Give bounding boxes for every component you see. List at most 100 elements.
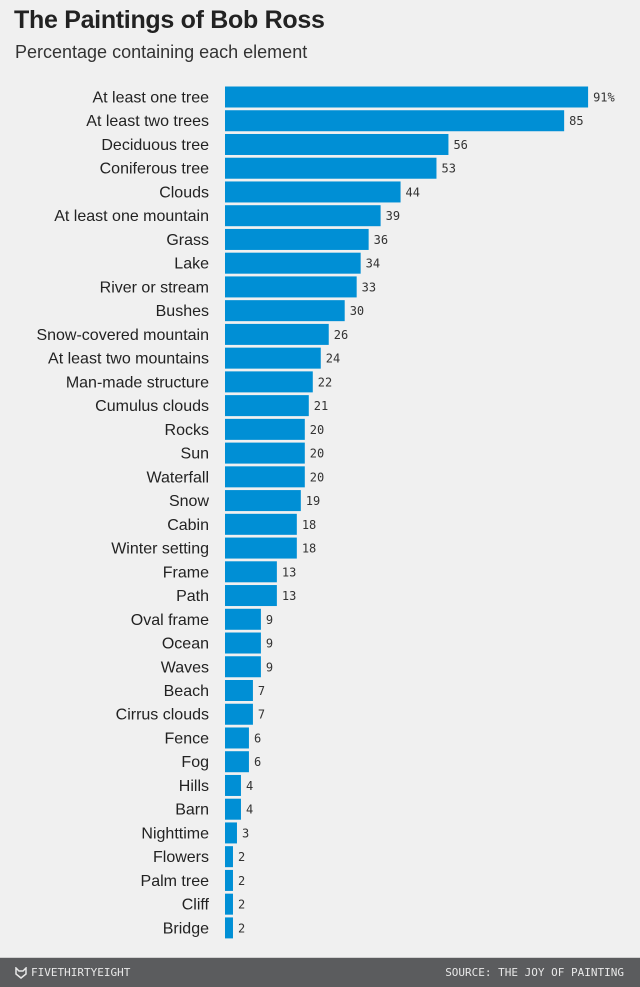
category-label: Grass — [166, 232, 209, 249]
value-label: 9 — [266, 660, 273, 674]
category-label: Palm tree — [141, 873, 210, 890]
value-label: 6 — [254, 731, 261, 745]
value-label: 9 — [266, 613, 273, 627]
bar — [225, 537, 297, 559]
bar — [225, 656, 261, 678]
bar-chart: At least one tree 91% At least two trees 85… — [36, 86, 616, 939]
bar — [225, 774, 241, 796]
bar — [225, 205, 381, 227]
bar — [225, 442, 305, 464]
footer: FIVETHIRTYEIGHT SOURCE: THE JOY OF PAINT… — [0, 957, 640, 987]
bar — [225, 276, 357, 298]
category-label: At least one tree — [92, 90, 209, 107]
bar — [225, 466, 305, 488]
category-label: Sun — [181, 446, 209, 463]
category-label: At least two trees — [86, 113, 209, 130]
value-label: 20 — [310, 470, 324, 484]
chart-title: The Paintings of Bob Ross — [14, 6, 325, 34]
value-label: 20 — [310, 447, 324, 461]
bar — [225, 869, 233, 891]
category-label: Fog — [181, 754, 209, 771]
value-label: 21 — [314, 399, 328, 413]
brand: FIVETHIRTYEIGHT — [15, 966, 130, 979]
bar — [225, 822, 237, 844]
bar — [225, 513, 297, 535]
category-label: Snow-covered mountain — [36, 327, 209, 344]
category-label: Waterfall — [146, 469, 209, 486]
category-label: At least two mountains — [48, 351, 209, 368]
category-label: Man-made structure — [66, 374, 209, 391]
category-label: Frame — [163, 564, 209, 581]
bar — [225, 798, 241, 820]
category-label: Ocean — [162, 636, 209, 653]
fox-icon — [15, 966, 27, 979]
bar — [225, 608, 261, 630]
bar — [225, 703, 253, 725]
category-label: Bridge — [163, 920, 209, 937]
bar — [225, 323, 329, 345]
category-label: Rocks — [165, 422, 209, 439]
category-label: Deciduous tree — [101, 137, 209, 154]
category-label: Cumulus clouds — [95, 398, 209, 415]
value-label: 9 — [266, 637, 273, 651]
value-label: 3 — [242, 826, 249, 840]
bar — [225, 917, 233, 939]
value-label: 39 — [386, 209, 400, 223]
bar — [225, 395, 309, 417]
value-label: 20 — [310, 423, 324, 437]
brand-name: FIVETHIRTYEIGHT — [31, 966, 131, 979]
category-label: River or stream — [100, 279, 209, 296]
category-label: Cliff — [182, 897, 210, 914]
bar — [225, 133, 449, 155]
bar — [225, 252, 361, 274]
category-label: Hills — [179, 778, 209, 795]
category-label: At least one mountain — [54, 208, 209, 225]
value-label: 18 — [302, 518, 316, 532]
category-label: Bushes — [156, 303, 209, 320]
value-label: 4 — [246, 803, 253, 817]
value-label: 4 — [246, 779, 253, 793]
value-label: 26 — [334, 328, 348, 342]
value-label: 30 — [350, 304, 364, 318]
value-label: 36 — [374, 233, 388, 247]
bar — [225, 157, 437, 179]
value-label: 24 — [326, 352, 340, 366]
value-label: 33 — [362, 280, 376, 294]
category-label: Beach — [164, 683, 209, 700]
bar — [225, 347, 321, 369]
value-label: 53 — [441, 162, 455, 176]
category-label: Waves — [161, 659, 209, 676]
value-label: 34 — [366, 257, 380, 271]
category-label: Oval frame — [131, 612, 209, 629]
category-label: Flowers — [153, 849, 209, 866]
bar — [225, 751, 249, 773]
bar — [225, 632, 261, 654]
value-label: 6 — [254, 755, 261, 769]
bar — [225, 86, 589, 108]
value-label: 2 — [238, 921, 245, 935]
bar — [225, 727, 249, 749]
bar — [225, 490, 301, 512]
value-label: 18 — [302, 542, 316, 556]
bar — [225, 680, 253, 701]
category-label: Coniferous tree — [100, 161, 209, 178]
bar — [225, 371, 313, 393]
bar — [225, 228, 369, 250]
category-label: Barn — [175, 802, 209, 819]
category-label: Clouds — [159, 184, 209, 201]
value-label: 56 — [453, 138, 467, 152]
category-label: Winter setting — [111, 541, 209, 558]
category-label: Snow — [169, 493, 209, 510]
bar — [225, 418, 305, 440]
value-label: 2 — [238, 850, 245, 864]
chart-subtitle: Percentage containing each element — [15, 42, 308, 62]
bar — [225, 846, 233, 868]
bar — [225, 300, 345, 322]
category-label: Nighttime — [141, 825, 209, 842]
value-label: 44 — [406, 185, 420, 199]
value-label: 91% — [593, 91, 615, 105]
source-note: SOURCE: THE JOY OF PAINTING — [445, 966, 624, 979]
category-label: Lake — [174, 256, 209, 273]
category-label: Cirrus clouds — [116, 707, 209, 724]
value-label: 13 — [282, 589, 296, 603]
